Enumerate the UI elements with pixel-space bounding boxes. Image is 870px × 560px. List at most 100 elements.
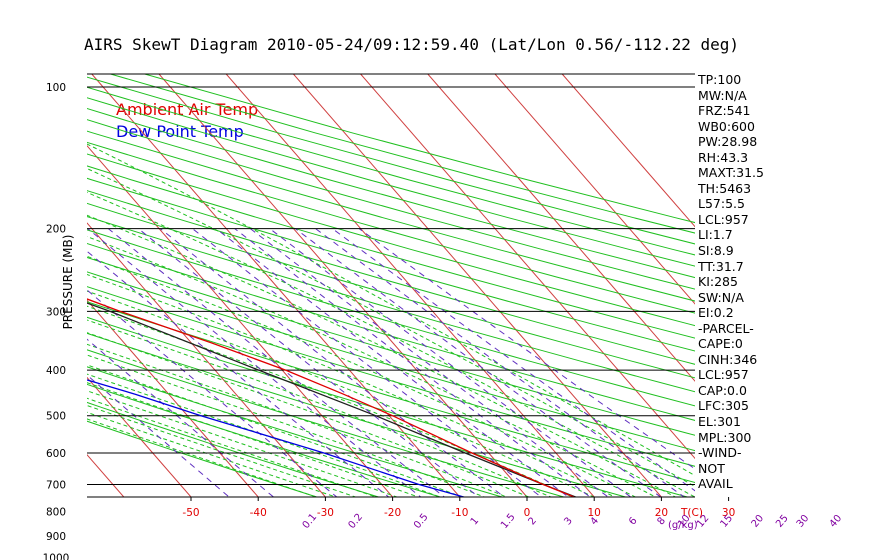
- pressure-tick-label: 300: [46, 306, 66, 318]
- isotherm-line: [225, 74, 595, 497]
- bottom-temp-tick-label: -50: [182, 507, 199, 519]
- dry-adiabat-line: [87, 316, 690, 497]
- mixing-ratio-label: 1.5: [499, 512, 518, 531]
- stat-line: -WIND-: [698, 445, 742, 461]
- mixing-ratio-line: [87, 250, 390, 497]
- mixing-ratio-line: [87, 338, 275, 497]
- mixing-ratio-label: 4: [589, 515, 602, 527]
- stat-line: LI:1.7: [698, 227, 733, 243]
- moist-adiabat-line: [87, 332, 531, 497]
- dry-adiabat-line: [87, 401, 381, 497]
- isotherm-line: [158, 74, 528, 497]
- dry-adiabat-line: [87, 177, 695, 352]
- stat-line: CINH:346: [698, 351, 758, 367]
- curves-layer: [87, 298, 578, 497]
- dry-adiabat-line: [87, 256, 695, 436]
- pressure-tick-label: 700: [46, 479, 66, 491]
- moist-adiabat-line: [87, 382, 420, 497]
- mixing-ratio-label: 0.2: [346, 512, 365, 531]
- isotherm-line: [293, 74, 662, 497]
- parcel-path-line: [87, 302, 578, 497]
- mixing-ratio-line: [192, 228, 543, 497]
- mixing-ratio-line: [215, 228, 570, 497]
- stat-line: -PARCEL-: [698, 320, 754, 336]
- stat-line: SI:8.9: [698, 243, 734, 259]
- mixing-ratio-line: [137, 228, 480, 497]
- pressure-tick-label: 200: [46, 224, 66, 236]
- mixing-ratio-line: [234, 228, 591, 497]
- dry-adiabat-line: [87, 108, 695, 279]
- stat-line: WB0:600: [698, 118, 755, 134]
- dry-adiabat-line: [87, 366, 504, 497]
- dry-adiabat-line: [87, 119, 695, 290]
- dry-adiabat-line: [87, 242, 695, 421]
- isotherm-line: [87, 222, 326, 497]
- dry-adiabat-line: [87, 165, 695, 339]
- mixing-ratio-label: 1: [469, 515, 482, 527]
- mixing-ratio-label: 6: [627, 515, 640, 527]
- isotherm-line: [87, 299, 259, 497]
- stat-line: LFC:305: [698, 398, 749, 414]
- bottom-temp-tick-label: 20: [655, 507, 668, 519]
- dry-adiabat-line: [87, 216, 695, 393]
- dry-adiabat-line: [87, 271, 695, 452]
- moist-adiabat-line: [87, 364, 464, 497]
- moist-adiabat-line: [87, 397, 378, 497]
- moist-adiabat-line: [87, 343, 508, 497]
- stat-line: NOT: [698, 460, 725, 476]
- stat-line: L57:5.5: [698, 196, 745, 212]
- mixing-ratio-unit-label: (g/kg): [668, 520, 698, 531]
- stat-line: SW:N/A: [698, 289, 744, 305]
- dew-point-line: [87, 379, 467, 497]
- stat-line: LCL:957: [698, 211, 749, 227]
- temp-unit-label: T(C): [680, 507, 703, 519]
- isotherm-line: [561, 74, 695, 228]
- moist-adiabat-line: [87, 390, 399, 497]
- stat-line: AVAIL: [698, 476, 733, 492]
- mixing-ratio-label: 3: [562, 515, 575, 527]
- dry-adiabat-line: [87, 202, 695, 379]
- mixing-ratio-line: [332, 228, 695, 492]
- pressure-tick-label: 500: [46, 411, 66, 423]
- moist-adiabat-line: [87, 236, 657, 497]
- bottom-temp-tick-label: 10: [588, 507, 601, 519]
- isotherm-line: [91, 74, 461, 497]
- isotherm-line: [87, 376, 192, 497]
- dry-adiabat-line: [87, 332, 628, 497]
- moist-adiabat-line: [87, 404, 358, 497]
- stat-line: MW:N/A: [698, 87, 747, 103]
- mixing-ratio-label: 30: [795, 513, 812, 530]
- mixing-ratio-label: 20: [750, 513, 767, 530]
- moist-adiabat-line: [87, 273, 616, 497]
- stat-line: PW:28.98: [698, 134, 758, 150]
- stat-line: LCL:957: [698, 367, 749, 383]
- mixing-ratio-label: 2: [527, 515, 540, 527]
- pressure-tick-label: 400: [46, 365, 66, 377]
- stat-line: CAP:0.0: [698, 382, 747, 398]
- stat-line: TH:5463: [698, 180, 752, 196]
- stat-line: RH:43.3: [698, 149, 749, 165]
- chart-title: AIRS SkewT Diagram 2010-05-24/09:12:59.4…: [84, 35, 740, 54]
- mixing-ratio-label: 8: [656, 515, 669, 527]
- mixing-ratio-line: [358, 228, 695, 470]
- grid-layer: [87, 74, 695, 497]
- moist-adiabat-line: [87, 191, 695, 497]
- dry-adiabat-line: [87, 383, 443, 497]
- dry-adiabat-line: [87, 229, 695, 407]
- pressure-tick-label: 600: [46, 448, 66, 460]
- dry-adiabat-line: [87, 190, 695, 365]
- bottom-temp-tick-label: -10: [451, 507, 468, 519]
- moist-adiabat-line: [87, 319, 553, 497]
- mixing-ratio-line: [269, 228, 632, 497]
- moist-adiabat-line: [87, 167, 695, 488]
- pressure-tick-label: 900: [46, 531, 66, 543]
- dry-adiabat-line: [87, 420, 319, 497]
- pressure-tick-label: 100: [46, 82, 66, 94]
- moist-adiabat-line: [87, 290, 595, 497]
- bottom-temp-tick-label: 30: [722, 507, 735, 519]
- moist-adiabat-line: [87, 418, 318, 497]
- stat-line: EL:301: [698, 414, 741, 430]
- mixing-ratio-label: 0.5: [412, 512, 431, 531]
- mixing-ratio-label: 25: [774, 513, 791, 530]
